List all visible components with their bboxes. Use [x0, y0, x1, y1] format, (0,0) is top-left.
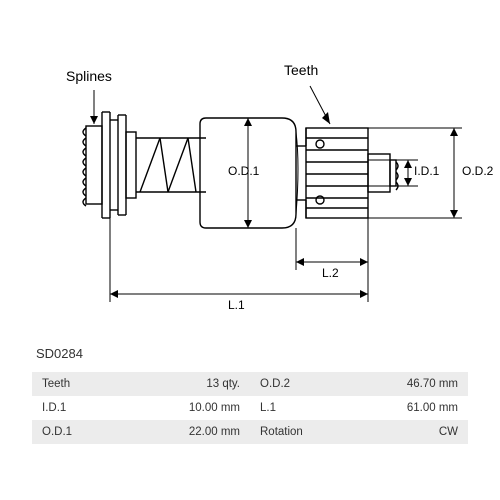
table-row: I.D.1 10.00 mm L.1 61.00 mm [32, 396, 468, 420]
od1-dim-label: O.D.1 [228, 164, 259, 178]
od2-dim-label: O.D.2 [462, 164, 493, 178]
spec-value: 46.70 mm [330, 372, 468, 396]
splines-label: Splines [66, 68, 112, 84]
spec-label: O.D.1 [32, 420, 112, 444]
spec-table: Teeth 13 qty. O.D.2 46.70 mm I.D.1 10.00… [32, 372, 468, 444]
spec-label: O.D.2 [250, 372, 330, 396]
l1-dim-label: L.1 [228, 298, 245, 312]
table-row: Teeth 13 qty. O.D.2 46.70 mm [32, 372, 468, 396]
table-row: O.D.1 22.00 mm Rotation CW [32, 420, 468, 444]
technical-diagram: Splines Teeth O.D.1 I.D.1 O.D.2 L.2 L.1 … [0, 0, 500, 350]
id1-dim-label: I.D.1 [414, 164, 439, 178]
spec-value: 10.00 mm [112, 396, 250, 420]
spec-label: Rotation [250, 420, 330, 444]
spec-label: I.D.1 [32, 396, 112, 420]
part-code: SD0284 [36, 346, 83, 361]
spec-value: 61.00 mm [330, 396, 468, 420]
spec-value: 13 qty. [112, 372, 250, 396]
spec-label: L.1 [250, 396, 330, 420]
teeth-label: Teeth [284, 62, 318, 78]
spec-label: Teeth [32, 372, 112, 396]
spec-value: CW [330, 420, 468, 444]
spec-value: 22.00 mm [112, 420, 250, 444]
l2-dim-label: L.2 [322, 266, 339, 280]
